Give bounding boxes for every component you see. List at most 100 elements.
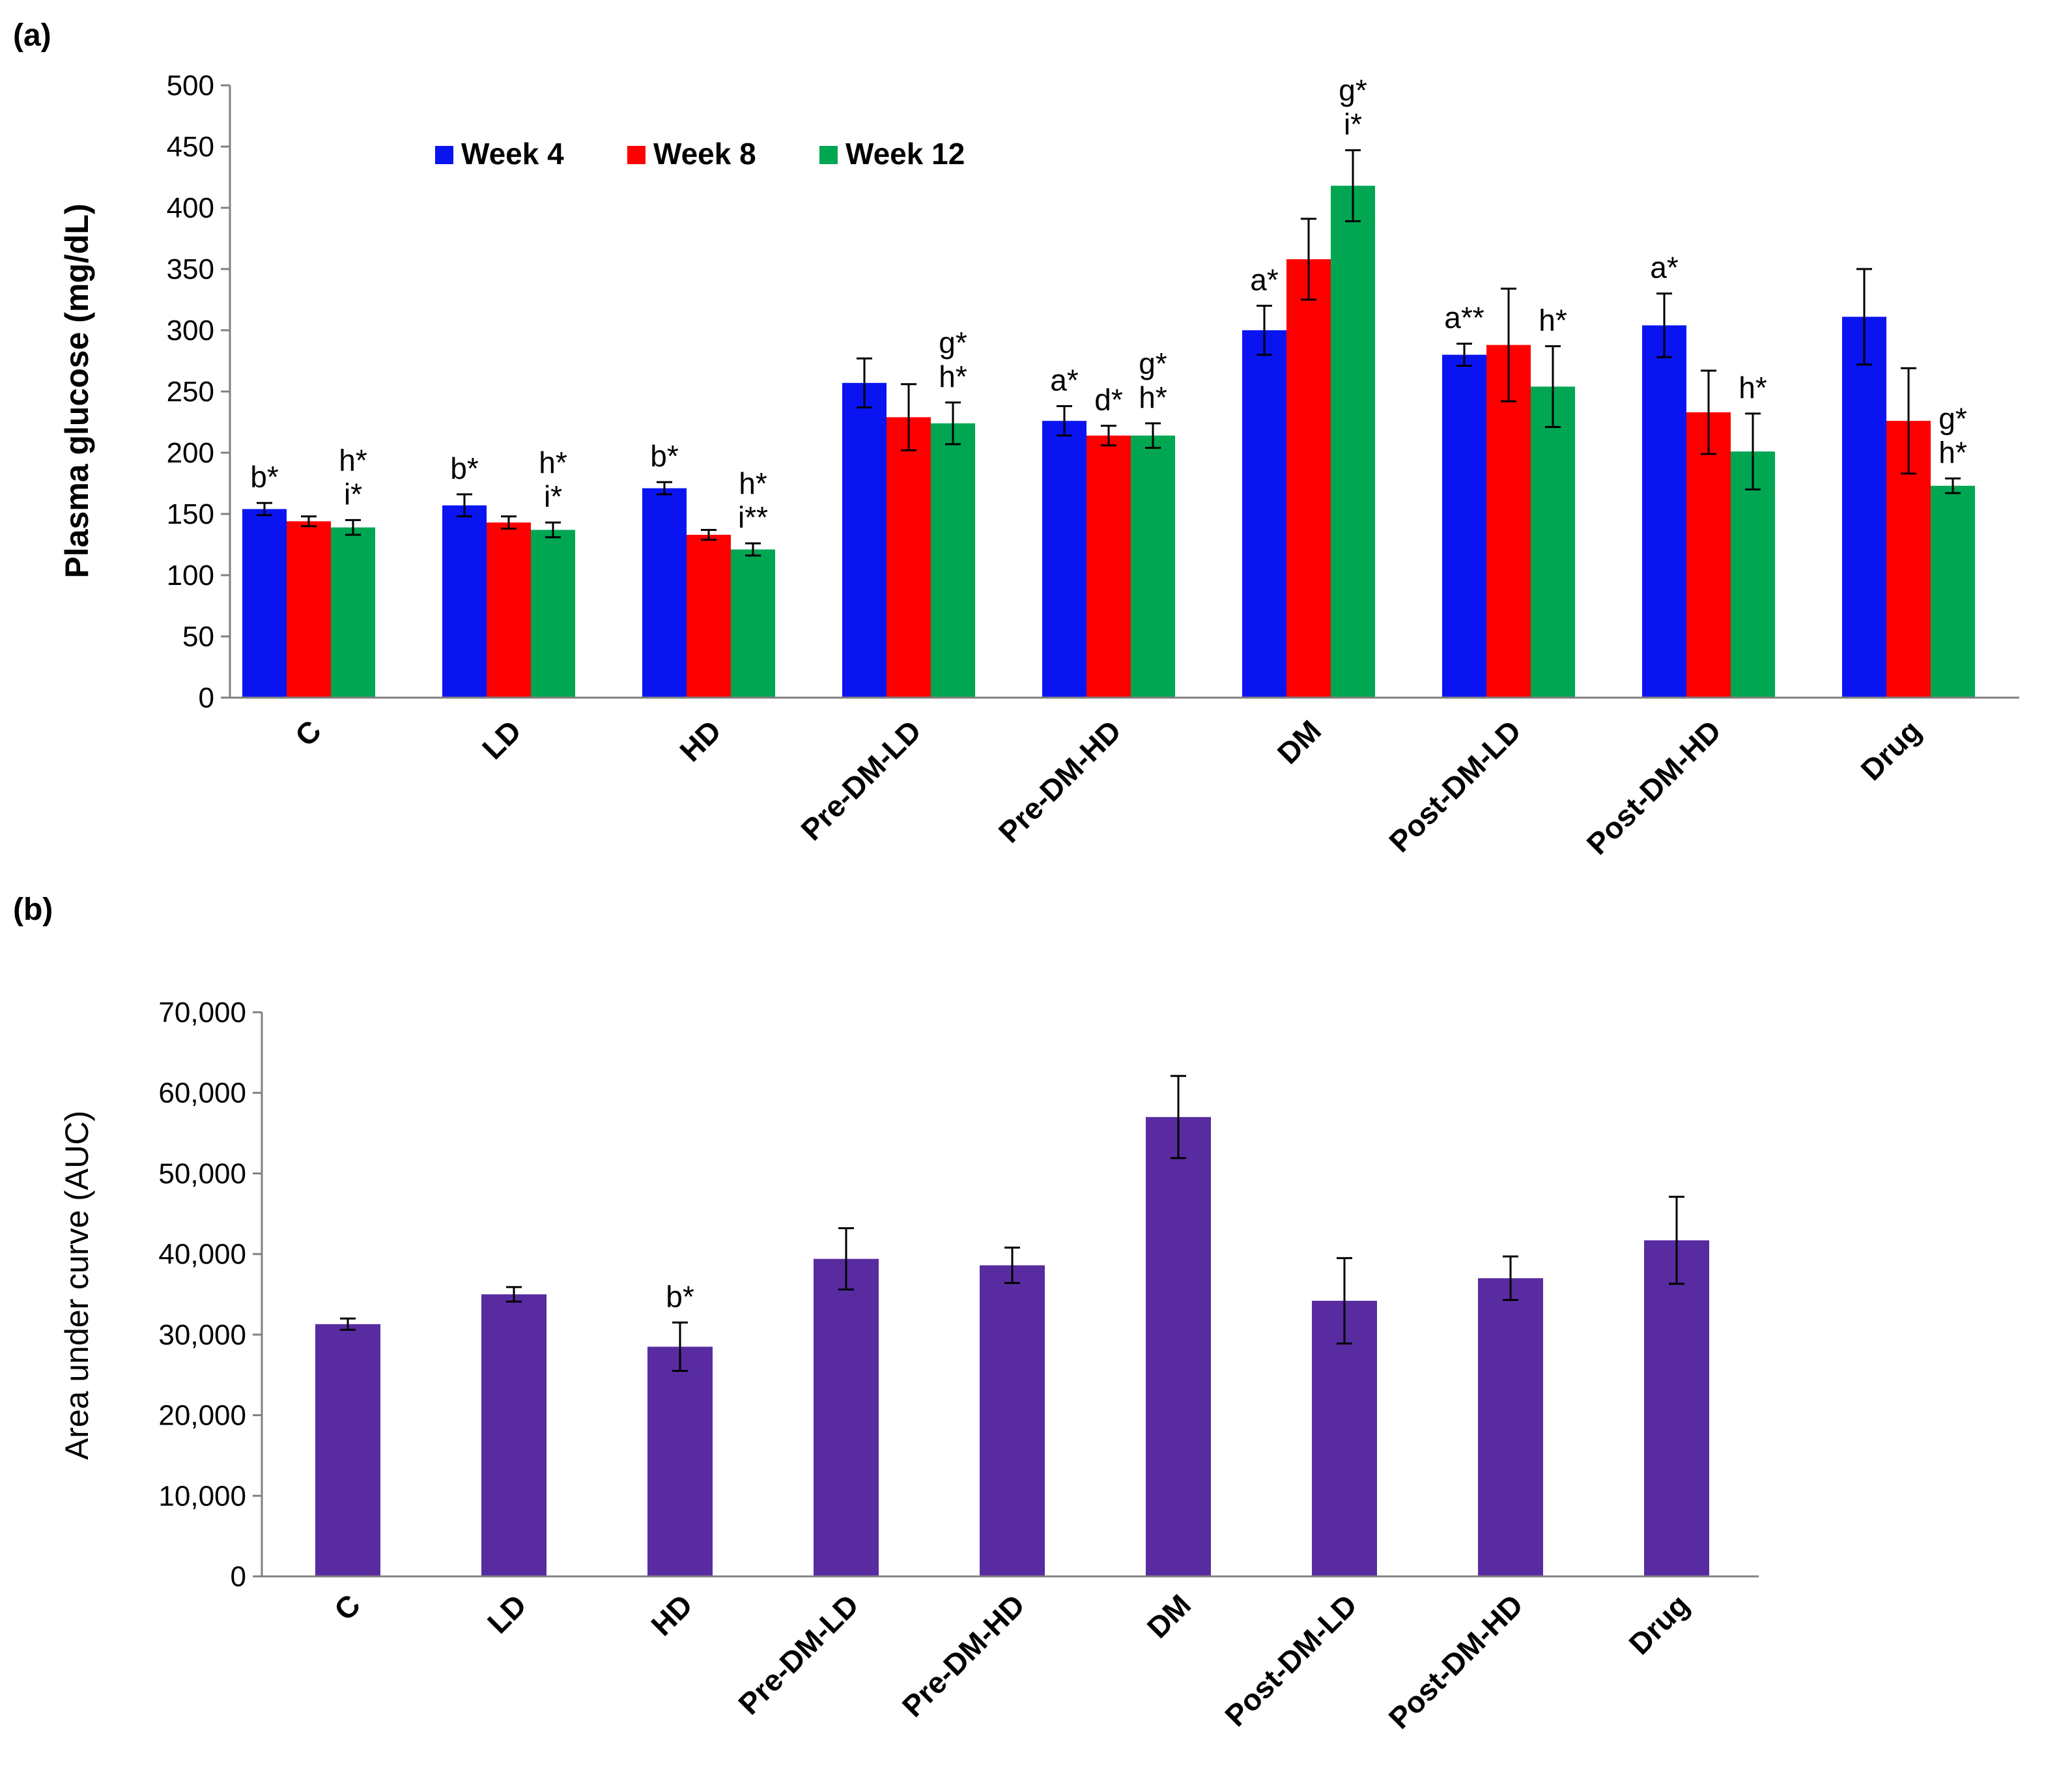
error-bar xyxy=(745,542,761,557)
category-label-ld: LD xyxy=(481,1587,533,1640)
category-label-post-dm-ld: Post-DM-LD xyxy=(1382,713,1527,859)
panel-b-error-bars xyxy=(340,1075,1684,1372)
significance-label: h* xyxy=(1139,380,1167,414)
bar-week-8-dm xyxy=(1286,259,1331,698)
category-label-pre-dm-ld: Pre-DM-LD xyxy=(794,713,928,847)
bar-week-8-pre-dm-hd xyxy=(1086,435,1131,698)
error-bar xyxy=(901,383,916,451)
legend-swatch-week-8 xyxy=(627,146,646,164)
y-tick-label: 50 xyxy=(182,621,214,653)
category-label-post-dm-hd: Post-DM-HD xyxy=(1382,1587,1529,1735)
y-tick-label: 150 xyxy=(167,498,214,530)
panel-b-category-labels: C LD HD Pre-DM-LD Pre-DM-HD DM Post-DM-LD Post-… xyxy=(328,1587,1696,1735)
y-tick-label: 40,000 xyxy=(158,1238,246,1270)
bar-ld xyxy=(481,1294,547,1576)
significance-label: g* xyxy=(1339,74,1367,107)
error-bar xyxy=(672,1321,688,1372)
category-label-c: C xyxy=(289,713,328,752)
panel-b-bars xyxy=(315,1116,1709,1576)
bar-week-12-hd xyxy=(731,549,775,698)
significance-label: i* xyxy=(1344,107,1362,141)
significance-label: g* xyxy=(1938,401,1967,435)
bar-hd xyxy=(647,1346,713,1576)
y-tick-label: 400 xyxy=(167,192,214,224)
category-label-dm: DM xyxy=(1141,1587,1197,1644)
error-bar xyxy=(945,401,961,446)
error-bar xyxy=(301,515,317,528)
y-tick-label: 0 xyxy=(231,1561,246,1593)
error-bar xyxy=(838,1227,854,1291)
bar-week-4-dm xyxy=(1242,330,1286,698)
category-label-dm: DM xyxy=(1271,713,1328,770)
legend-label-week-12: Week 12 xyxy=(845,137,965,171)
significance-label: h* xyxy=(339,443,367,477)
panel-a-y-ticks: 0 50 100 150 200 250 300 350 400 450 500 xyxy=(167,70,230,714)
bar-week-4-post-dm-hd xyxy=(1642,325,1686,698)
error-bar xyxy=(1669,1195,1684,1285)
category-label-drug: Drug xyxy=(1854,713,1927,787)
significance-label: g* xyxy=(1139,347,1167,380)
category-label-post-dm-ld: Post-DM-LD xyxy=(1218,1587,1363,1733)
y-tick-label: 350 xyxy=(167,253,214,285)
significance-label: b* xyxy=(450,451,479,485)
error-bar xyxy=(1656,292,1672,358)
error-bar xyxy=(1901,367,1916,475)
error-bar xyxy=(345,519,361,536)
category-label-drug: Drug xyxy=(1622,1587,1696,1661)
panel-b-significance-labels: b* xyxy=(666,1279,694,1313)
significance-label: h* xyxy=(939,360,967,393)
bar-week-8-c xyxy=(287,521,331,698)
bar-week-8-pre-dm-ld xyxy=(887,417,931,698)
error-bar xyxy=(506,1286,522,1303)
significance-label: a* xyxy=(1650,251,1679,285)
bar-week-8-post-dm-ld xyxy=(1486,345,1531,698)
y-tick-label: 20,000 xyxy=(158,1400,246,1432)
error-bar xyxy=(1501,287,1516,403)
panel-a-bars xyxy=(242,186,1975,698)
significance-label: i* xyxy=(344,477,362,511)
legend-label-week-8: Week 8 xyxy=(653,137,756,171)
category-label-pre-dm-hd: Pre-DM-HD xyxy=(992,713,1128,849)
bar-week-12-post-dm-hd xyxy=(1731,451,1775,698)
panel-a-label: (a) xyxy=(13,18,51,53)
error-bar xyxy=(1145,422,1161,449)
error-bar xyxy=(1456,343,1472,367)
bar-pre-dm-ld xyxy=(814,1259,879,1576)
significance-label: i** xyxy=(738,500,768,534)
panel-a-category-labels: C LD HD Pre-DM-LD Pre-DM-HD DM Post-DM-LD Post-… xyxy=(289,713,1927,860)
significance-label: b* xyxy=(666,1279,694,1313)
bar-post-dm-hd xyxy=(1478,1278,1543,1576)
significance-label: d* xyxy=(1094,383,1123,417)
y-tick-label: 300 xyxy=(167,315,214,347)
y-tick-label: 10,000 xyxy=(158,1480,246,1512)
category-label-post-dm-hd: Post-DM-HD xyxy=(1580,713,1727,860)
bar-week-4-post-dm-ld xyxy=(1442,354,1486,698)
error-bar xyxy=(1945,477,1961,494)
significance-label: b* xyxy=(650,439,679,473)
error-bar xyxy=(1337,1257,1352,1344)
y-tick-label: 70,000 xyxy=(158,997,246,1029)
error-bar xyxy=(657,481,672,496)
bar-dm xyxy=(1146,1116,1211,1576)
panel-b-y-ticks: 0 10,000 20,000 30,000 40,000 50,000 60,000 70,… xyxy=(158,997,262,1593)
error-bar xyxy=(1745,412,1761,491)
significance-label: h* xyxy=(1938,435,1967,469)
y-tick-label: 450 xyxy=(167,131,214,163)
panel-a-glucose-chart: (a) Plasma glucose (mg/dL) 0 50 100 150 200 2… xyxy=(13,18,2019,861)
legend-label-week-4: Week 4 xyxy=(461,137,564,171)
panel-a-error-bars xyxy=(257,149,1961,557)
error-bar xyxy=(1545,345,1561,429)
error-bar xyxy=(1004,1246,1020,1285)
bar-week-12-drug xyxy=(1931,485,1975,698)
bar-week-4-ld xyxy=(442,505,487,698)
legend-swatch-week-12 xyxy=(819,146,838,164)
category-label-ld: LD xyxy=(476,713,528,765)
legend-swatch-week-4 xyxy=(435,146,453,164)
panel-a-significance-labels: b* h*i*b* h*i*b*h*i**g*h* a*d*g*h*a*g*i*a**… xyxy=(250,74,1967,534)
significance-label: h* xyxy=(539,446,567,479)
bar-pre-dm-hd xyxy=(980,1265,1045,1576)
bar-week-12-c xyxy=(331,527,375,698)
significance-label: i* xyxy=(544,479,562,513)
significance-label: h* xyxy=(1739,371,1767,405)
